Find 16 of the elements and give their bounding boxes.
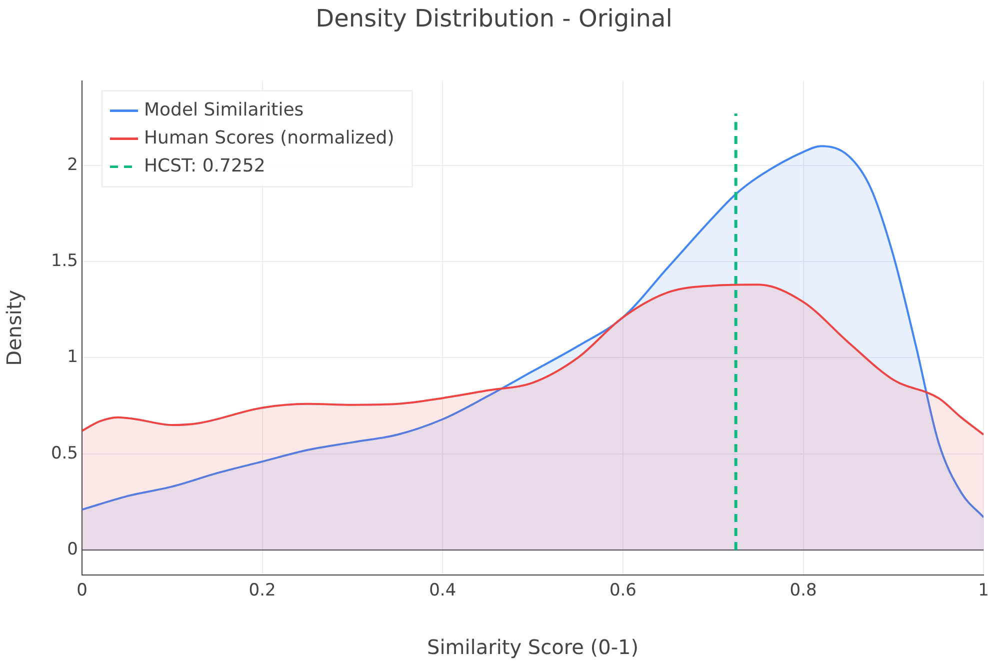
x-tick-label: 0.8	[790, 580, 817, 601]
y-axis-title: Density	[2, 290, 26, 366]
y-tick-label: 1.5	[50, 250, 78, 271]
y-tick-label: 2	[67, 154, 78, 175]
y-tick-label: 0.5	[50, 443, 78, 464]
y-tick-label: 1	[67, 347, 78, 368]
x-tick-label: 0.6	[609, 580, 636, 601]
y-tick-label: 0	[67, 539, 78, 560]
legend-label: Model Similarities	[144, 99, 304, 120]
x-tick-label: 1	[978, 580, 990, 601]
x-axis-title: Similarity Score (0-1)	[427, 635, 639, 660]
x-tick-label: 0.2	[248, 580, 276, 601]
legend-label: Human Scores (normalized)	[144, 127, 394, 148]
x-tick-label: 0.4	[429, 580, 456, 601]
legend-label: HCST: 0.7252	[144, 155, 266, 176]
chart-title: Density Distribution - Original	[316, 4, 672, 33]
